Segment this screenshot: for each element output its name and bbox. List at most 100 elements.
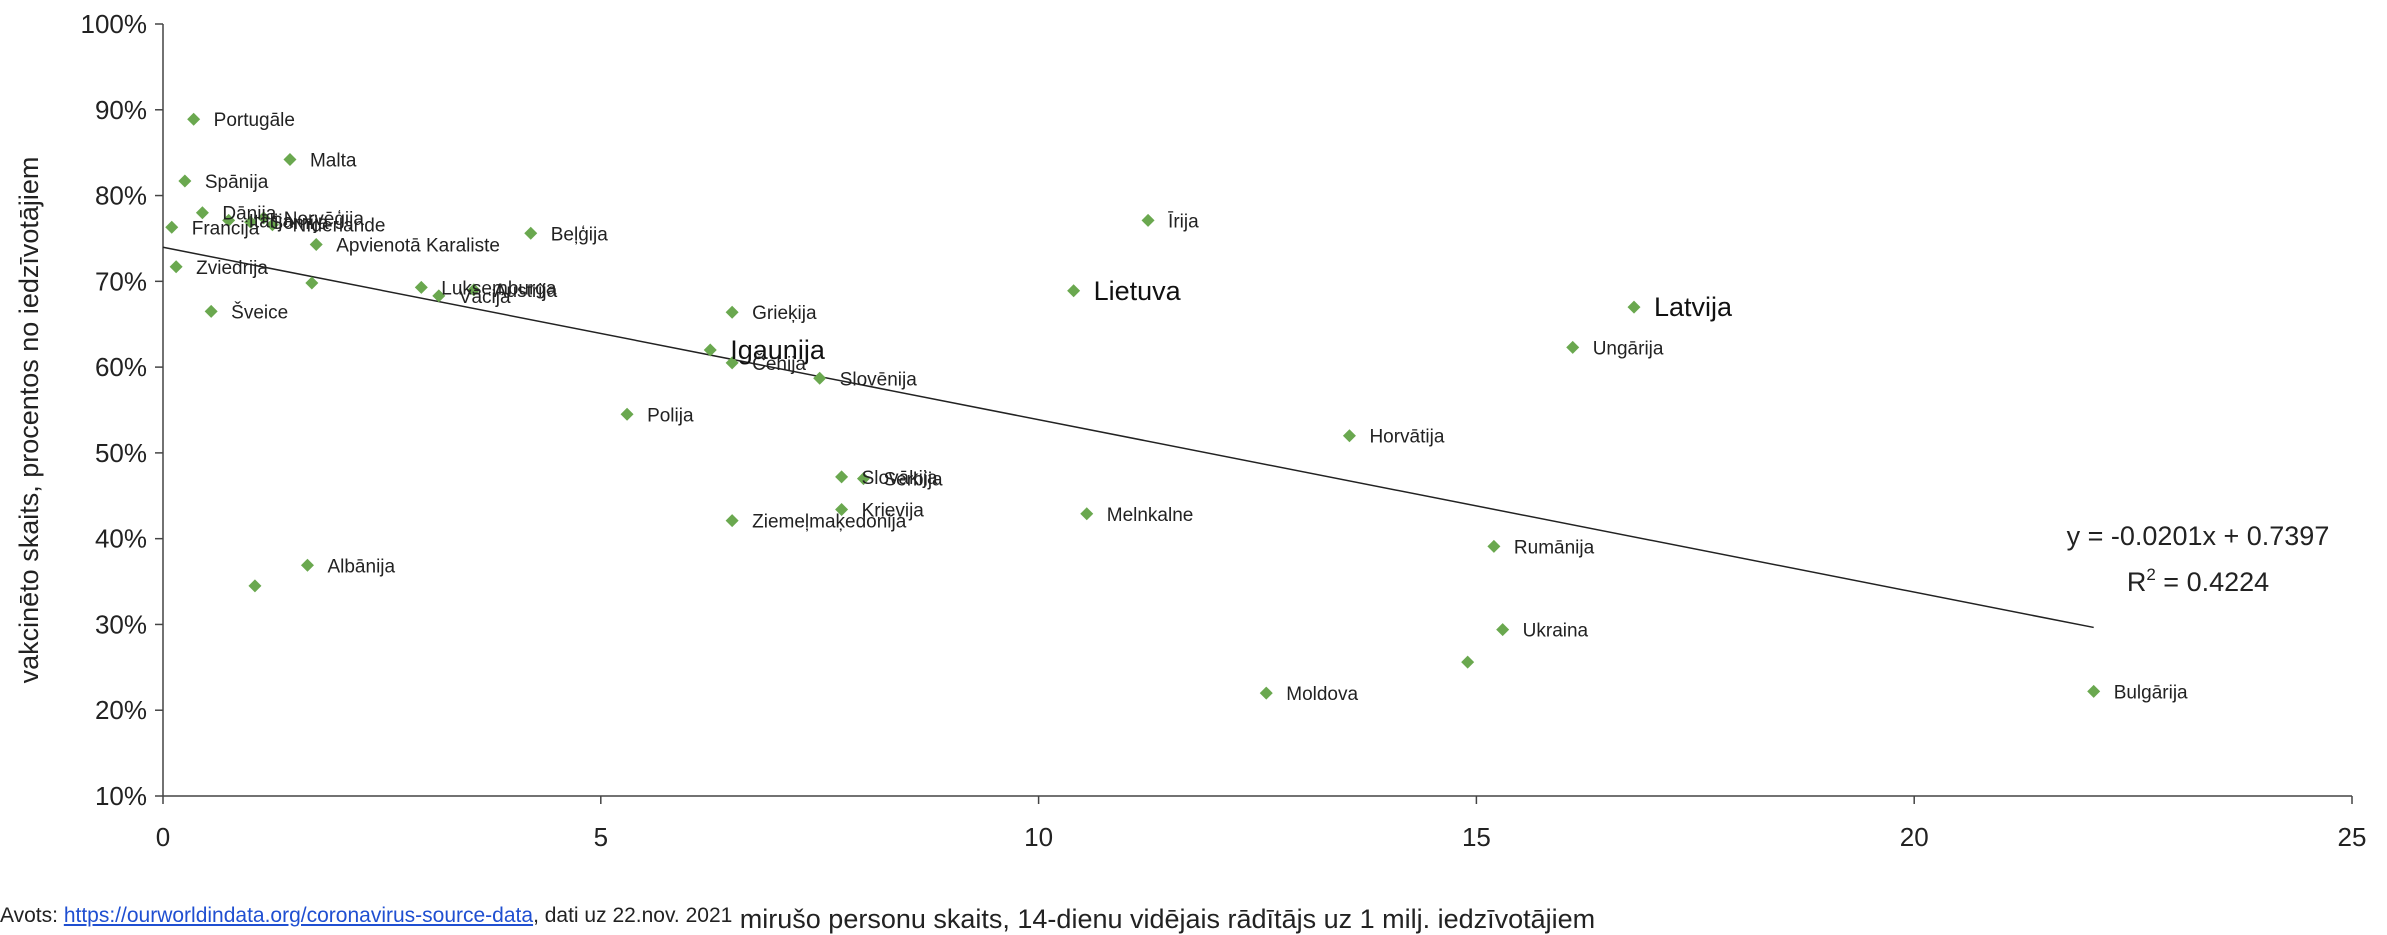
data-label: Melnkalne [1107, 505, 1194, 526]
y-tick-label: 80% [95, 181, 147, 211]
chart-axes: 10% 20% 30% 40% 50% 60% 70% 80% 90% 100% 0 5 10 15 20 2… [81, 9, 2367, 852]
data-point [1461, 655, 1475, 669]
data-point [467, 283, 481, 297]
data-point [165, 220, 179, 234]
data-point [725, 514, 739, 528]
data-label: Čehija [752, 353, 806, 375]
y-axis-title: vakcinēto skaits, procentos no iedzīvotā… [14, 157, 44, 684]
y-tick-label: 20% [95, 695, 147, 725]
source-note: Avots: https://ourworldindata.org/corona… [0, 904, 732, 928]
y-tick-label: 30% [95, 609, 147, 639]
data-point [1067, 284, 1081, 298]
data-label: Krievija [862, 501, 925, 522]
data-point [2087, 684, 2101, 698]
data-point [178, 174, 192, 188]
data-point [169, 260, 183, 274]
data-label: Igaunija [730, 335, 826, 365]
data-point [248, 579, 262, 593]
y-tick-label: 100% [81, 9, 148, 39]
trend-line [162, 246, 2094, 629]
x-tick-label: 5 [594, 822, 608, 852]
data-point [414, 280, 428, 294]
y-tick-label: 10% [95, 781, 147, 811]
x-tick-label: 20 [1900, 822, 1929, 852]
r-squared-label: R2 = 0.4224 [2127, 565, 2269, 597]
data-label: Albānija [327, 556, 395, 577]
data-label: Francija [192, 218, 260, 239]
x-tick-label: 15 [1462, 822, 1491, 852]
data-point [1496, 623, 1510, 637]
data-label: Ziemeļmaķedonija [752, 512, 907, 533]
data-point [1080, 507, 1094, 521]
data-point [257, 211, 271, 225]
x-axis-title: mirušo personu skaits, 14-dienu vidējais… [740, 904, 1595, 934]
data-point [725, 356, 739, 370]
data-point [1259, 686, 1273, 700]
data-point [703, 343, 717, 357]
data-points [165, 112, 2101, 700]
y-tick-label: 50% [95, 438, 147, 468]
data-label: Ungārija [1593, 338, 1664, 359]
data-point [1566, 340, 1580, 354]
data-label: Portugāle [214, 110, 295, 131]
data-point [856, 472, 870, 486]
data-label: Spānija [205, 172, 269, 193]
data-label: Horvātija [1369, 427, 1444, 448]
data-label: Norvēģija [284, 209, 365, 230]
data-point [305, 276, 319, 290]
data-point [244, 215, 258, 229]
data-label: Apvienotā Karaliste [336, 235, 500, 256]
data-point [309, 237, 323, 251]
y-tick-label: 60% [95, 352, 147, 382]
data-label: Serbija [883, 470, 943, 491]
data-label: Latvija [1654, 292, 1733, 322]
data-point [835, 503, 849, 517]
data-label: Slovākija [862, 468, 938, 489]
data-point [1627, 300, 1641, 314]
data-label: Īrija [1168, 211, 1199, 232]
x-tick-label: 0 [156, 822, 170, 852]
x-tick-label: 10 [1024, 822, 1053, 852]
data-label: Nīderlande [292, 216, 385, 237]
data-point [1487, 539, 1501, 553]
data-point [300, 558, 314, 572]
data-point [195, 206, 209, 220]
data-point [620, 407, 634, 421]
data-label: Itālija [249, 211, 294, 232]
source-prefix: Avots: [0, 904, 64, 927]
data-label: Dānija [222, 204, 276, 225]
data-point [265, 218, 279, 232]
data-point [835, 470, 849, 484]
data-point [813, 371, 827, 385]
x-tick-label: 25 [2338, 822, 2367, 852]
y-tick-label: 70% [95, 266, 147, 296]
data-point [725, 305, 739, 319]
data-point [204, 304, 218, 318]
data-point [1342, 429, 1356, 443]
y-tick-label: 40% [95, 524, 147, 554]
data-point [1141, 213, 1155, 227]
data-label: Malta [310, 151, 357, 172]
data-label: Šveice [231, 301, 288, 323]
data-label: Austrija [494, 281, 558, 302]
data-label: Polija [647, 405, 694, 426]
data-point [222, 213, 236, 227]
data-point [524, 226, 538, 240]
y-tick-label: 90% [95, 95, 147, 125]
data-label: Vācija [459, 287, 511, 308]
data-label: Somija [271, 213, 330, 234]
point-labels: Portugāle Malta Spānija DānijaItālijaSomija… [192, 110, 2188, 705]
data-label: Rumānija [1514, 537, 1595, 558]
data-label: Moldova [1286, 684, 1358, 705]
source-link[interactable]: https://ourworldindata.org/coronavirus-s… [63, 904, 534, 927]
data-point [187, 112, 201, 126]
data-label: Grieķija [752, 303, 817, 324]
regression-equation: y = -0.0201x + 0.7397 [2067, 521, 2330, 551]
data-label: Luksemburga [441, 278, 557, 299]
data-point [432, 289, 446, 303]
data-label: Lietuva [1094, 276, 1182, 306]
data-label: Beļģija [551, 224, 608, 245]
data-point [283, 153, 297, 167]
data-label: Slovēnija [840, 369, 918, 390]
